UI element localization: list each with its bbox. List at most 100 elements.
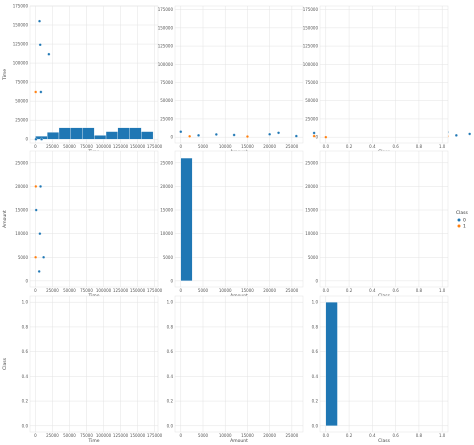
legend-title: Class: [456, 210, 468, 216]
legend-entry: 0: [463, 218, 466, 224]
x-tick-label: 0: [180, 433, 183, 438]
x-tick-label: 175000: [147, 433, 163, 438]
y-tick-label: 5000: [163, 255, 174, 260]
x-tick-label: 0.4: [369, 144, 376, 149]
x-tick-label: 0.2: [346, 433, 353, 438]
x-tick-label: 25000: [46, 144, 59, 149]
y-tick-label: 0.2: [167, 399, 174, 404]
x-tick-label: 20000: [263, 144, 276, 149]
scatter-point-class-0: [197, 133, 200, 137]
hist-bar: [94, 135, 107, 140]
y-tick-label: 175000: [13, 4, 29, 9]
x-tick-label: 5000: [198, 288, 209, 293]
x-tick-label: 100000: [96, 433, 112, 438]
hist-bar: [129, 127, 142, 140]
x-tick-label: 125000: [113, 288, 129, 293]
hist-bar: [47, 132, 60, 140]
y-tick-label: 20000: [15, 184, 28, 189]
x-tick-label: 15000: [241, 433, 254, 438]
x-tick-label: 125000: [113, 144, 129, 149]
x-tick-label: 50000: [63, 288, 76, 293]
panel-amount-vs-amount: 0 5000 10000 15000 20000 25000 0 5000 10000 15000…: [160, 150, 304, 299]
scatter-point-class-1: [312, 134, 316, 138]
panel-amount-vs-class: 0.0 0.2 0.4 0.6 0.8 1.0 0 5000 10000 15000 20000 25…: [305, 150, 449, 299]
scatter-point-class-0: [277, 131, 280, 135]
y-tick-label: 75000: [305, 80, 318, 85]
scatter-point-class-0: [454, 133, 458, 137]
x-tick-label: 0: [180, 288, 183, 293]
y-tick-label: 50000: [160, 98, 173, 103]
x-tick-label: 50000: [63, 144, 76, 149]
x-tick-label: 25000: [46, 433, 59, 438]
scatter-point-class-0: [312, 131, 316, 135]
x-tick-label: 20000: [263, 433, 276, 438]
hist-bar: [141, 131, 154, 140]
y-tick-label: 0.6: [312, 349, 319, 354]
panel-frame: [174, 150, 304, 288]
scatter-point-class-0: [39, 90, 43, 94]
scatter-point-class-0: [42, 255, 46, 259]
y-tick-label: 5000: [18, 255, 29, 260]
hist-bar: [180, 157, 193, 282]
x-tick-label: 5000: [198, 144, 209, 149]
hist-bar: [325, 302, 338, 426]
scatter-point-class-1: [34, 90, 38, 94]
hist-bar: [70, 127, 83, 140]
x-tick-label: 0.6: [392, 433, 399, 438]
y-tick-label: 25000: [15, 118, 28, 123]
x-tick-label: 175000: [147, 144, 163, 149]
y-tick-label: 0.0: [167, 423, 174, 428]
panel-frame: [29, 295, 159, 433]
y-tick-label: 0.2: [312, 399, 319, 404]
y-tick-label: 1.0: [312, 300, 319, 305]
x-tick-label: 10000: [219, 288, 232, 293]
x-tick-label: 50000: [63, 433, 76, 438]
x-tick-label: 0.4: [369, 288, 376, 293]
x-tick-label: 150000: [130, 433, 146, 438]
x-tick-label: 0.6: [392, 144, 399, 149]
scatter-point-class-0: [38, 19, 41, 23]
panel-time-vs-class: 0.0 0.2 0.4 0.6 0.8 1.0 0 25000 50000 75000 100000…: [303, 5, 449, 155]
hist-bar: [105, 131, 118, 140]
y-tick-label: 15000: [305, 208, 318, 213]
scatter-point-class-0: [179, 130, 183, 134]
x-tick-label: 0.0: [323, 288, 330, 293]
x-axis-label: Amount: [230, 438, 248, 444]
scatter-point-class-1: [324, 135, 328, 139]
scatter-point-class-0: [232, 133, 236, 137]
x-tick-label: 20000: [263, 288, 276, 293]
x-tick-label: 0.6: [392, 288, 399, 293]
panel-frame: [174, 295, 304, 433]
scatter-point-class-1: [34, 184, 38, 188]
y-tick-label: 175000: [158, 7, 174, 12]
x-tick-label: 0.4: [369, 433, 376, 438]
x-tick-label: 0: [34, 433, 37, 438]
y-tick-label: 0.4: [312, 374, 319, 379]
panel-time-vs-time: 0 25000 50000 75000 100000 125000 150000 175000…: [2, 4, 163, 156]
y-tick-label: 0: [315, 278, 318, 283]
y-tick-label: 0.2: [22, 399, 29, 404]
x-axis-label: Class: [378, 438, 390, 444]
x-tick-label: 10000: [219, 144, 232, 149]
y-tick-label: 20000: [305, 184, 318, 189]
x-tick-label: 25000: [286, 288, 299, 293]
x-tick-label: 0.0: [323, 144, 330, 149]
x-tick-label: 1.0: [439, 288, 446, 293]
legend-entry: 1: [463, 224, 466, 230]
y-tick-label: 50000: [305, 98, 318, 103]
y-tick-label: 125000: [158, 44, 174, 49]
y-tick-label: 0.8: [22, 324, 29, 329]
panel-frame: [174, 5, 304, 144]
scatter-point-class-0: [468, 132, 472, 136]
y-axis-label: Class: [2, 357, 8, 369]
y-tick-label: 125000: [303, 44, 319, 49]
y-tick-label: 15000: [160, 208, 173, 213]
scatter-point-class-1: [188, 134, 192, 138]
x-tick-label: 25000: [46, 288, 59, 293]
scatter-point-class-0: [214, 132, 218, 136]
y-tick-label: 20000: [160, 184, 173, 189]
x-tick-label: 0.0: [323, 433, 330, 438]
legend: Class 01: [456, 210, 468, 230]
x-tick-label: 0.8: [416, 144, 423, 149]
